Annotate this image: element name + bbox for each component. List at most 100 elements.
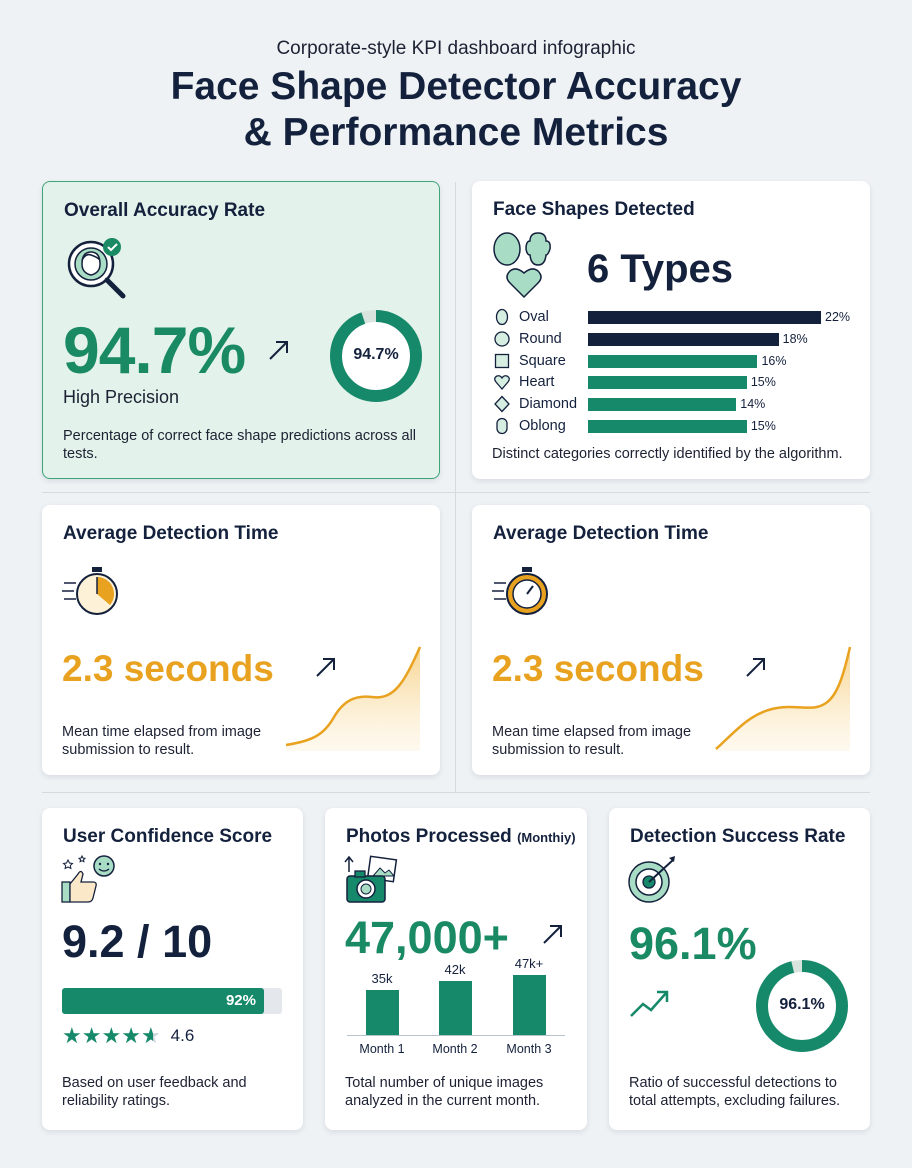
trend-up-arrow-icon bbox=[314, 655, 338, 684]
accuracy-value: 94.7% bbox=[63, 313, 246, 387]
shape-label-oblong: Oblong bbox=[519, 418, 566, 434]
confidence-progress-label: 92% bbox=[225, 992, 256, 1009]
accuracy-label: High Precision bbox=[63, 387, 180, 407]
diamond-shape-icon bbox=[494, 395, 510, 413]
photos-card: Photos Processed (Monthiy) 47,000+ 35k 4… bbox=[325, 808, 587, 1130]
shape-pct-round: 18% bbox=[782, 332, 808, 346]
shape-label-heart: Heart bbox=[519, 374, 555, 390]
shape-label-diamond: Diamond bbox=[519, 396, 578, 412]
shape-bar-round bbox=[588, 333, 779, 346]
shape-row-square: Square bbox=[494, 351, 566, 371]
month-value-2: 42k bbox=[444, 962, 466, 978]
success-value: 96.1% bbox=[629, 918, 757, 969]
photos-description: Total number of unique images analyzed i… bbox=[345, 1075, 544, 1109]
thumbs-up-smiley-icon bbox=[60, 854, 118, 911]
detection-time-value-1: 2.3 seconds bbox=[62, 648, 274, 689]
square-shape-icon bbox=[494, 353, 510, 369]
accuracy-ring-label: 94.7% bbox=[353, 346, 399, 363]
page-title-line1: Face Shape Detector Accuracy bbox=[170, 65, 742, 108]
shapes-count: 6 Types bbox=[587, 247, 733, 291]
detection-time-description-2: Mean time elapsed from image submission … bbox=[492, 724, 692, 758]
shape-pct-diamond: 14% bbox=[740, 397, 766, 411]
month-bar-3 bbox=[513, 975, 546, 1035]
face-shapes-icon bbox=[490, 231, 558, 306]
shape-pct-heart: 15% bbox=[750, 375, 776, 389]
horizontal-divider-1 bbox=[42, 492, 870, 493]
photos-title-main: Photos Processed bbox=[346, 826, 512, 847]
camera-photos-icon bbox=[343, 854, 401, 913]
accuracy-description: Percentage of correct face shape predict… bbox=[63, 428, 417, 462]
success-ring-fill bbox=[756, 960, 848, 1052]
horizontal-divider-2 bbox=[42, 792, 870, 793]
heart-shape-icon bbox=[494, 375, 510, 390]
shape-label-square: Square bbox=[519, 353, 566, 369]
photos-value: 47,000+ bbox=[345, 912, 509, 963]
shape-row-diamond: Diamond bbox=[494, 394, 577, 414]
shape-bar-heart bbox=[588, 376, 747, 389]
trend-up-arrow-icon bbox=[266, 337, 292, 368]
shape-row-oblong: Oblong bbox=[494, 416, 566, 436]
month-value-3: 47k+ bbox=[514, 956, 544, 971]
shape-label-round: Round bbox=[519, 331, 562, 347]
round-shape-icon bbox=[494, 331, 510, 347]
half-star-icon: ★ ★ bbox=[140, 1023, 161, 1048]
success-ring: 96.1% bbox=[754, 958, 850, 1054]
month-chart-baseline bbox=[347, 1035, 565, 1036]
detection-time-card-2: Average Detection Time 2.3 seconds M bbox=[472, 505, 870, 775]
accuracy-card: Overall Accuracy Rate 94.7% High Precisi… bbox=[42, 181, 440, 479]
confidence-value: 9.2 / 10 bbox=[62, 916, 213, 967]
accuracy-title: Overall Accuracy Rate bbox=[64, 200, 266, 221]
star-icon: ★ bbox=[81, 1023, 102, 1048]
month-value-1: 35k bbox=[371, 971, 393, 987]
photos-title-suffix: (Monthiy) bbox=[517, 830, 576, 845]
month-bar-2 bbox=[439, 981, 472, 1035]
star-rating: ★ ★ ★ ★ ★ ★ 4.6 bbox=[62, 1023, 195, 1048]
stopwatch-icon bbox=[62, 565, 122, 622]
shape-pct-square: 16% bbox=[761, 354, 787, 368]
shape-bar-diamond bbox=[588, 398, 737, 411]
star-icon: ★ bbox=[121, 1023, 141, 1048]
shape-pct-oval: 22% bbox=[825, 310, 851, 324]
vertical-divider bbox=[455, 182, 456, 792]
shape-label-oval: Oval bbox=[519, 309, 549, 325]
shape-bar-square bbox=[588, 355, 758, 368]
success-card: Detection Success Rate 96.1% 96.1% Ratio… bbox=[609, 808, 870, 1130]
shape-row-oval: Oval bbox=[494, 307, 549, 327]
shape-bar-oblong bbox=[588, 420, 747, 433]
confidence-progress-track: 92% bbox=[62, 988, 282, 1014]
month-bar-1 bbox=[366, 990, 399, 1035]
confidence-card: User Confidence Score 9.2 / 10 92% ★ ★ ★… bbox=[42, 808, 303, 1130]
page-subtitle: Corporate-style KPI dashboard infographi… bbox=[276, 38, 636, 59]
shape-pct-oblong: 15% bbox=[750, 419, 776, 433]
shape-bar-oval bbox=[588, 311, 821, 324]
confidence-title: User Confidence Score bbox=[63, 826, 273, 847]
shapes-card: Face Shapes Detected 6 Types Oval Round … bbox=[472, 181, 870, 479]
page-title-line2: & Performance Metrics bbox=[243, 111, 669, 154]
shape-row-round: Round bbox=[494, 329, 562, 349]
detection-time-title-2: Average Detection Time bbox=[493, 523, 709, 544]
oval-shape-icon bbox=[495, 308, 509, 326]
shape-row-heart: Heart bbox=[494, 372, 554, 392]
stopwatch-icon bbox=[492, 565, 552, 622]
detection-time-title-1: Average Detection Time bbox=[63, 523, 279, 544]
target-icon bbox=[627, 854, 683, 911]
detection-time-card-1: Average Detection Time 2.3 seconds M bbox=[42, 505, 440, 775]
success-ring-label: 96.1% bbox=[779, 996, 825, 1013]
month-label-3: Month 3 bbox=[506, 1042, 552, 1056]
detection-time-description-1: Mean time elapsed from image submission … bbox=[62, 724, 262, 758]
trend-curve-chart bbox=[712, 645, 852, 756]
success-description: Ratio of successful detections to total … bbox=[629, 1075, 841, 1109]
star-icon: ★ bbox=[101, 1023, 122, 1048]
month-label-2: Month 2 bbox=[432, 1042, 478, 1056]
face-magnifier-check-icon bbox=[63, 234, 133, 309]
confidence-description: Based on user feedback and reliability r… bbox=[62, 1075, 247, 1109]
photos-title: Photos Processed (Monthiy) bbox=[346, 826, 576, 848]
accuracy-ring: 94.7% bbox=[328, 308, 424, 404]
month-label-1: Month 1 bbox=[359, 1042, 405, 1056]
shapes-title: Face Shapes Detected bbox=[493, 199, 695, 220]
trend-up-chart-icon bbox=[629, 988, 671, 1023]
page-title: Face Shape Detector Accuracy & Performan… bbox=[0, 64, 912, 156]
trend-up-arrow-icon bbox=[744, 655, 768, 684]
confidence-progress-fill bbox=[62, 988, 265, 1014]
rating-value: 4.6 bbox=[170, 1026, 195, 1045]
